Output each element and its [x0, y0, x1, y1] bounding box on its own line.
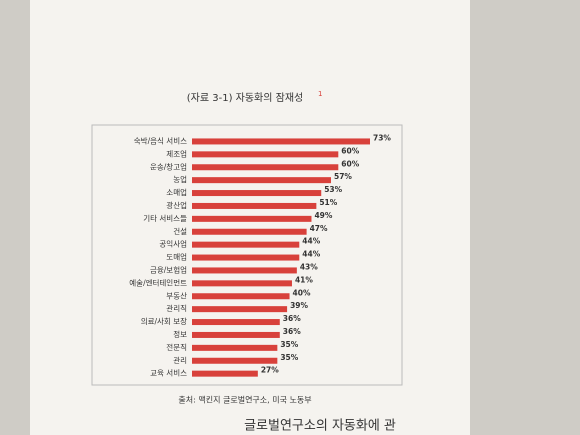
value-label: 40% [293, 288, 311, 297]
bar [192, 177, 331, 184]
value-label: 39% [290, 301, 308, 310]
bar [192, 241, 300, 248]
category-label: 농업 [173, 175, 187, 184]
bar [192, 202, 317, 209]
value-label: 44% [302, 237, 320, 246]
category-label: 관리직 [166, 303, 187, 313]
bar [192, 331, 280, 338]
value-label: 36% [283, 314, 301, 323]
category-label: 제조업 [166, 149, 187, 158]
bar [192, 151, 339, 158]
chart-title: (자료 3-1) 자동화의 잠재성 [187, 92, 303, 104]
category-label: 공익사업 [159, 239, 187, 249]
value-label: 60% [341, 146, 359, 155]
category-label: 전문직 [166, 342, 187, 352]
value-label: 43% [300, 262, 318, 271]
value-label: 47% [310, 224, 328, 233]
category-label: 소매업 [166, 188, 187, 197]
bar [192, 267, 297, 274]
value-label: 35% [280, 353, 298, 362]
category-label: 기타 서비스들 [143, 214, 187, 223]
value-label: 49% [314, 211, 332, 220]
bar [192, 357, 278, 364]
value-label: 57% [334, 172, 352, 181]
value-label: 44% [302, 250, 320, 259]
bar [192, 190, 322, 197]
value-label: 60% [341, 159, 359, 168]
value-label: 73% [373, 133, 391, 142]
bar [192, 370, 258, 377]
bar [192, 254, 300, 261]
category-label: 금융/보험업 [150, 265, 187, 274]
bar [192, 293, 290, 300]
value-label: 51% [319, 198, 337, 207]
bar [192, 215, 312, 222]
bar [192, 280, 292, 287]
value-label: 35% [280, 340, 298, 349]
title-note: 1 [318, 90, 322, 98]
body-text: 글로벌연구소의 자동화에 관 [244, 419, 396, 434]
bar [192, 319, 280, 326]
category-label: 관리 [173, 355, 187, 365]
category-label: 정보 [173, 329, 187, 339]
chart-frame [91, 124, 403, 386]
bar [192, 228, 307, 235]
value-label: 27% [261, 366, 279, 375]
value-label: 41% [295, 275, 313, 284]
category-label: 의료/사회 보장 [141, 316, 187, 326]
category-label: 예술/엔터테인먼트 [129, 277, 187, 287]
category-label: 숙박/음식 서비스 [134, 135, 187, 145]
value-label: 53% [324, 185, 342, 194]
category-label: 부동산 [166, 290, 187, 300]
category-label: 도매업 [166, 253, 187, 262]
category-label: 광산업 [166, 200, 187, 210]
source: 출처: 맥킨지 글로벌연구소, 미국 노동부 [178, 395, 311, 405]
bar [192, 164, 339, 171]
value-label: 36% [283, 327, 301, 336]
bar [192, 344, 278, 351]
category-label: 건설 [173, 226, 187, 236]
bar [192, 138, 370, 145]
category-label: 운송/창고업 [150, 162, 187, 171]
bar [192, 306, 288, 313]
category-label: 교육 서비스 [150, 369, 187, 378]
